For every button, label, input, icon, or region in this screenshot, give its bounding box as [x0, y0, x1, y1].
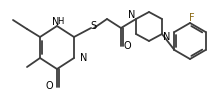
- Text: H: H: [57, 16, 63, 25]
- Text: S: S: [90, 21, 96, 31]
- Text: N: N: [80, 53, 87, 63]
- Text: N: N: [163, 32, 171, 42]
- Text: O: O: [45, 81, 53, 91]
- Text: F: F: [189, 13, 195, 23]
- Text: N: N: [52, 17, 60, 27]
- Text: N: N: [128, 10, 136, 20]
- Text: O: O: [123, 41, 131, 51]
